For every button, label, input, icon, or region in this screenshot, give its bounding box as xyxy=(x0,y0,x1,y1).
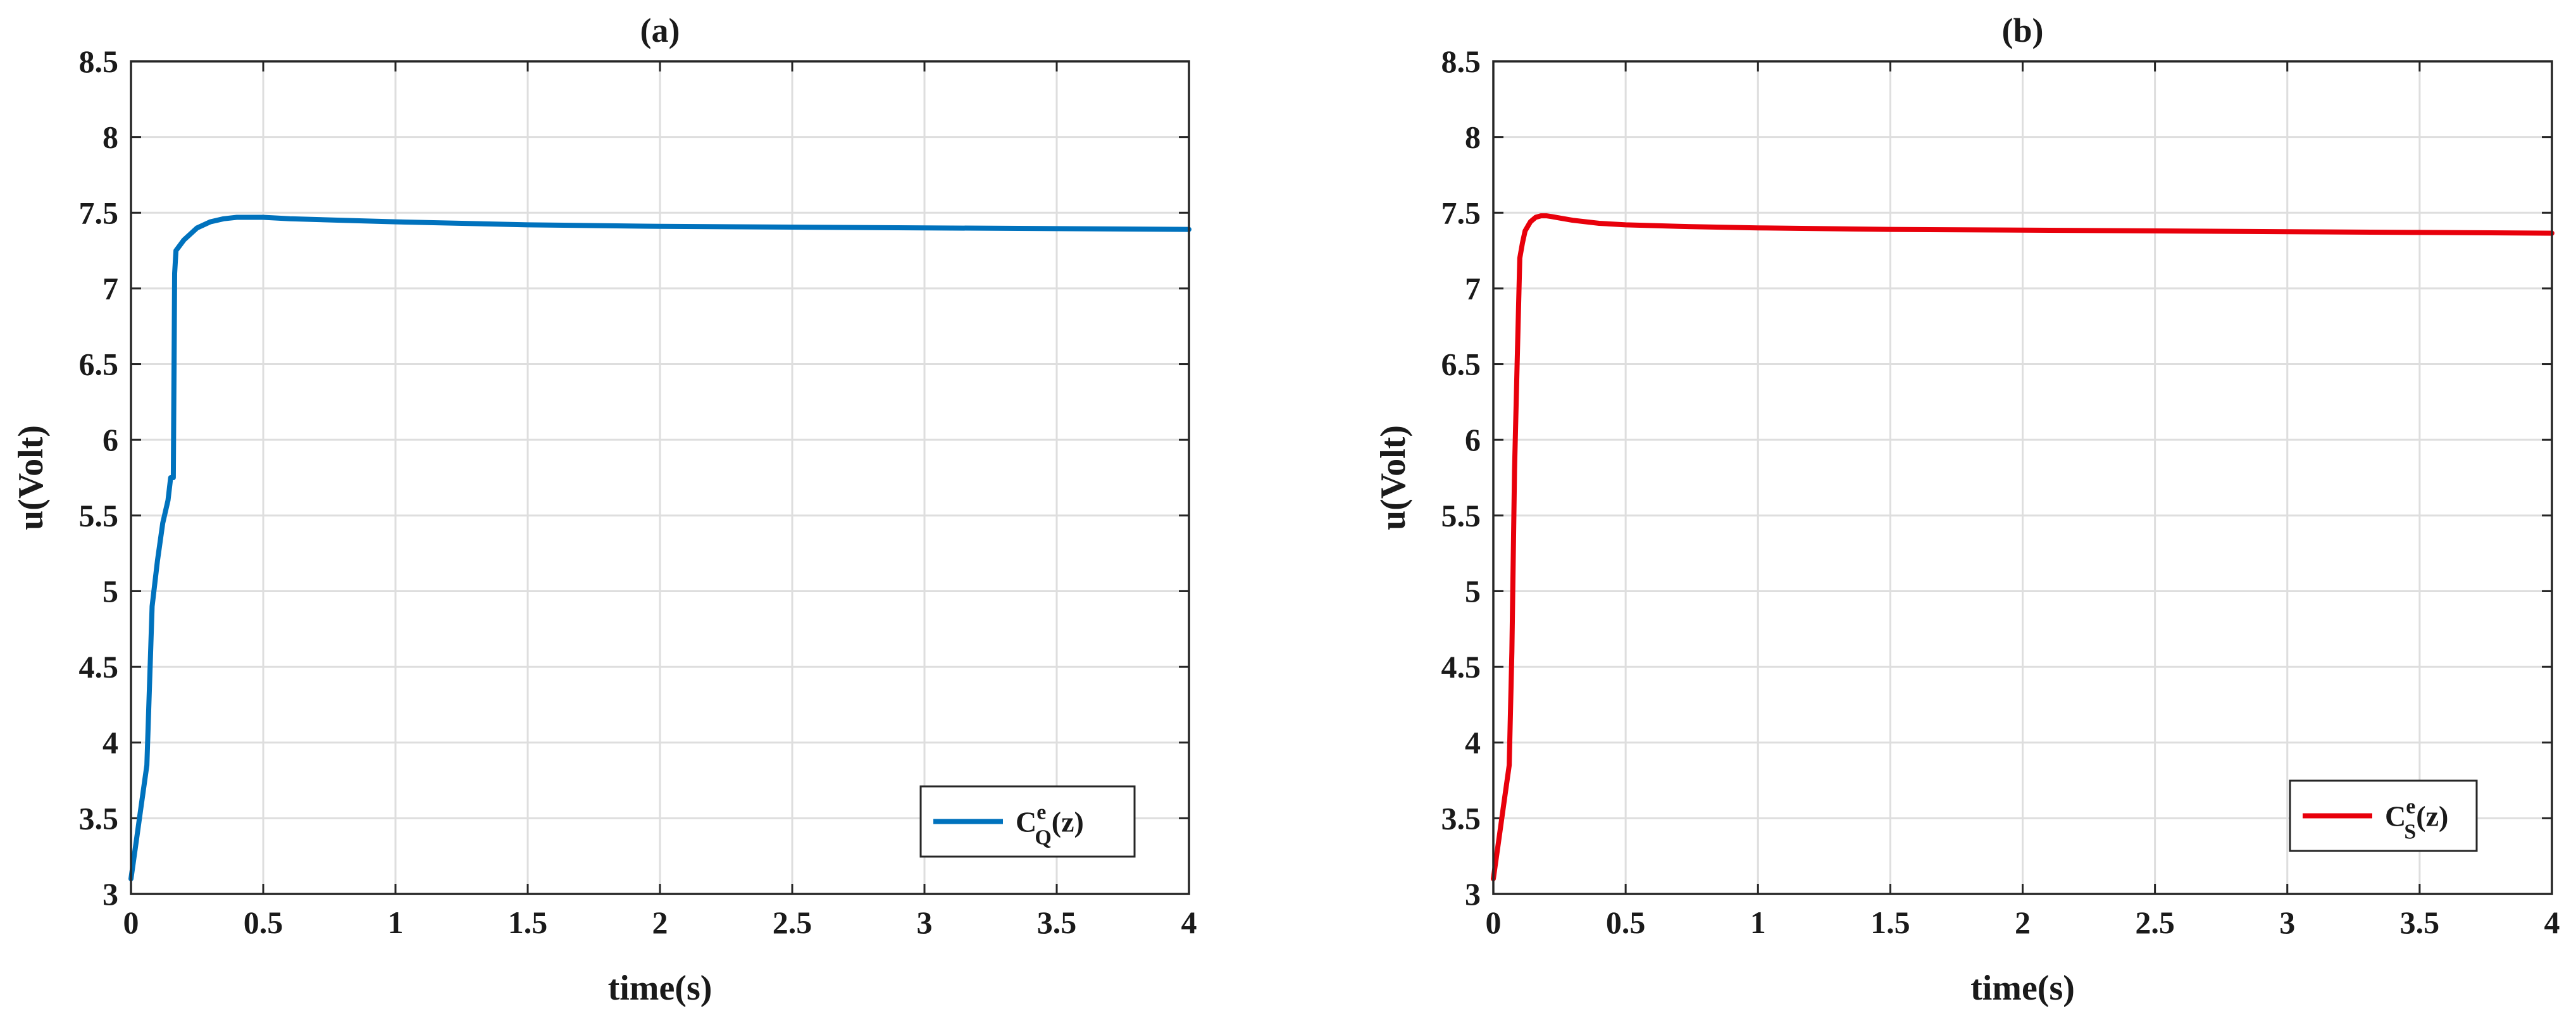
legend: Ce S(z) xyxy=(2289,779,2478,852)
x-tick-label: 4 xyxy=(2544,905,2560,940)
x-tick-label: 1 xyxy=(388,905,404,940)
chart-panel-1: 0 0.5 1 1.5 2 2.5 3 3.5 4 3 3.5 4 4.5 5 5.5 6 6.5 7 7.5 8 8.… xyxy=(1374,11,2560,1008)
series-line-0 xyxy=(128,214,1192,882)
y-tick-label: 5.5 xyxy=(1441,498,1481,533)
y-tick-label: 6.5 xyxy=(79,347,119,382)
y-tick-label: 4.5 xyxy=(79,649,119,685)
y-tick-label: 3 xyxy=(1465,876,1481,912)
x-axis-label: time(s) xyxy=(608,969,712,1008)
x-tick-label: 1 xyxy=(1750,905,1766,940)
y-tick-label: 3 xyxy=(103,876,118,912)
y-tick-label: 7 xyxy=(103,271,118,306)
x-tick-label: 0.5 xyxy=(1606,905,1646,940)
x-tick-label: 3 xyxy=(2279,905,2295,940)
legend: Ce Q(z) xyxy=(919,785,1136,858)
x-tick-label: 2 xyxy=(652,905,668,940)
y-tick-label: 5 xyxy=(1465,573,1481,609)
x-tick-label: 3 xyxy=(917,905,933,940)
y-tick-label: 8 xyxy=(103,120,118,155)
legend-label: Ce S(z) xyxy=(2385,795,2448,844)
y-tick-label: 4 xyxy=(1465,725,1481,760)
x-tick-label: 1.5 xyxy=(508,905,548,940)
x-tick-label: 1.5 xyxy=(1870,905,1910,940)
y-tick-label: 3.5 xyxy=(1441,800,1481,836)
y-axis-label: u(Volt) xyxy=(11,425,51,530)
y-tick-label: 6 xyxy=(1465,422,1481,457)
x-tick-label: 0.5 xyxy=(244,905,283,940)
x-tick-label: 3.5 xyxy=(1037,905,1077,940)
x-tick-label: 2 xyxy=(2015,905,2031,940)
chart-title: (b) xyxy=(2002,11,2044,49)
chart-title: (a) xyxy=(640,11,680,49)
y-tick-label: 8.5 xyxy=(79,44,119,79)
y-tick-label: 4 xyxy=(103,725,118,760)
y-tick-label: 8 xyxy=(1465,120,1481,155)
x-axis-label: time(s) xyxy=(1970,969,2075,1008)
y-axis-label: u(Volt) xyxy=(1374,425,1413,530)
x-tick-label: 2.5 xyxy=(773,905,812,940)
x-tick-label: 3.5 xyxy=(2400,905,2440,940)
y-tick-label: 6.5 xyxy=(1441,347,1481,382)
x-tick-label: 0 xyxy=(1486,905,1502,940)
y-tick-label: 4.5 xyxy=(1441,649,1481,685)
axes-frame xyxy=(1492,60,2553,895)
y-tick-label: 7.5 xyxy=(79,195,119,230)
y-tick-label: 7 xyxy=(1465,271,1481,306)
x-tick-label: 2.5 xyxy=(2135,905,2175,940)
series-line-0 xyxy=(1491,213,2554,882)
x-tick-label: 0 xyxy=(123,905,139,940)
y-tick-label: 6 xyxy=(103,422,118,457)
y-tick-label: 5.5 xyxy=(79,498,119,533)
y-tick-label: 7.5 xyxy=(1441,195,1481,230)
x-tick-label: 4 xyxy=(1181,905,1197,940)
axes-frame xyxy=(130,60,1190,895)
legend-label: Ce Q(z) xyxy=(1016,801,1084,850)
y-tick-label: 3.5 xyxy=(79,800,119,836)
y-tick-label: 5 xyxy=(103,573,118,609)
y-tick-label: 8.5 xyxy=(1441,44,1481,79)
chart-panel-0: 0 0.5 1 1.5 2 2.5 3 3.5 4 3 3.5 4 4.5 5 5.5 6 6.5 7 7.5 8 8.… xyxy=(11,11,1197,1008)
